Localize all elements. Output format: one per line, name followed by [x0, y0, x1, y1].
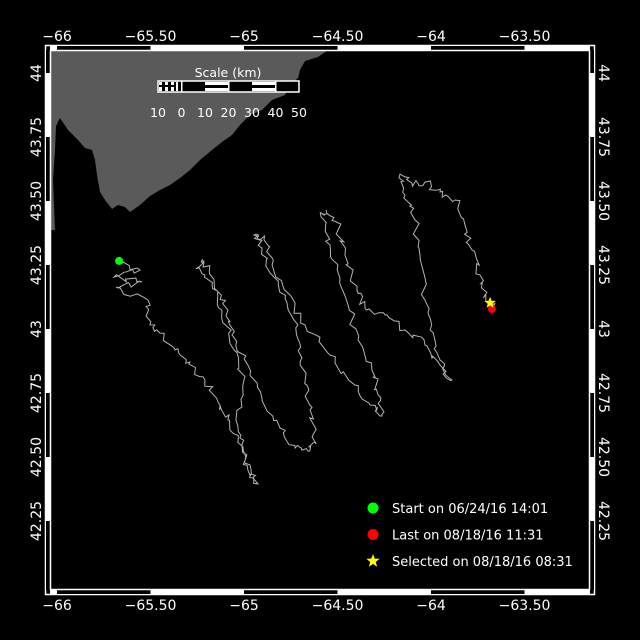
- lat-band-right: [590, 329, 594, 393]
- lon-band-top: [524, 46, 590, 50]
- axis-tick-labels: −66 −66 −65.50 −65.50 −65 −65 −64.50 −64.50 −64 −…: [29, 29, 611, 614]
- scale-label: 40: [268, 105, 284, 120]
- last-marker: [487, 305, 496, 314]
- lon-band-top: [57, 46, 151, 50]
- lon-label-top: −65: [229, 29, 259, 45]
- lat-label-left: 43.50: [29, 181, 45, 221]
- lon-label-bottom: −66: [42, 598, 72, 614]
- lon-label-top: −63.50: [499, 29, 551, 45]
- lat-label-left: 43.75: [29, 117, 45, 157]
- lat-band-right: [590, 201, 594, 265]
- lat-label-right: 42.75: [595, 373, 611, 413]
- lat-band-left: [46, 265, 50, 329]
- lon-band-bottom: [337, 590, 431, 594]
- scale-label: 50: [291, 105, 307, 120]
- lon-band-top: [150, 46, 244, 50]
- lon-label-bottom: −65.50: [125, 598, 177, 614]
- lat-band-right: [590, 73, 594, 137]
- lon-label-top: −65.50: [125, 29, 177, 45]
- scale-label: 20: [221, 105, 237, 120]
- lon-band-bottom: [431, 590, 525, 594]
- selected-star-marker: [484, 296, 496, 308]
- lat-label-right: 42.25: [595, 501, 611, 541]
- track-markers: [115, 256, 496, 314]
- scale-label: 10: [150, 105, 166, 120]
- scale-title: Scale (km): [195, 65, 262, 80]
- lon-band-bottom: [150, 590, 244, 594]
- track-line: [112, 173, 496, 485]
- lat-band-right: [590, 137, 594, 201]
- lat-band-left: [46, 329, 50, 393]
- scale-label: 0: [178, 105, 186, 120]
- lat-band-right: [590, 521, 594, 590]
- lat-label-left: 42.25: [29, 501, 45, 541]
- lat-band-right: [590, 265, 594, 329]
- lon-label-top: −66: [42, 29, 72, 45]
- scale-label: 30: [244, 105, 260, 120]
- scale-bar-pattern: [159, 81, 277, 92]
- lat-label-right: 44: [595, 64, 611, 82]
- lat-label-right: 42.50: [595, 437, 611, 477]
- lon-band-bottom: [57, 590, 151, 594]
- lat-band-right: [590, 457, 594, 521]
- lat-band-left: [46, 521, 50, 590]
- lat-label-left: 43: [29, 320, 45, 338]
- legend-label: Start on 06/24/16 14:01: [392, 502, 548, 517]
- lon-label-top: −64: [416, 29, 446, 45]
- legend-circle-icon: [367, 502, 379, 514]
- lat-label-right: 43.50: [595, 181, 611, 221]
- lon-label-bottom: −63.50: [499, 598, 551, 614]
- legend-label: Selected on 08/18/16 08:31: [392, 555, 573, 570]
- graticule-bands: [46, 46, 594, 594]
- lat-band-left: [46, 201, 50, 265]
- lat-label-right: 43: [595, 320, 611, 338]
- legend: Start on 06/24/16 14:01 Last on 08/18/16 …: [366, 502, 573, 570]
- lon-band-top: [431, 46, 525, 50]
- lat-band-right: [590, 50, 594, 73]
- lon-band-bottom: [244, 590, 338, 594]
- lat-label-left: 43.25: [29, 245, 45, 285]
- legend-circle-icon: [367, 529, 379, 540]
- frame-inner: [49, 49, 591, 591]
- glider-track: [112, 173, 496, 485]
- lat-label-left: 42.75: [29, 373, 45, 413]
- scale-bar: Scale (km) 10 0 10 20 30 40 50: [150, 65, 307, 120]
- lat-label-left: 44: [29, 64, 45, 82]
- lat-band-left: [46, 457, 50, 521]
- lon-label-bottom: −64: [416, 598, 446, 614]
- legend-label: Last on 08/18/16 11:31: [392, 529, 544, 544]
- lat-label-right: 43.75: [595, 117, 611, 157]
- lon-band-top: [50, 46, 57, 50]
- lat-label-right: 43.25: [595, 245, 611, 285]
- lon-label-top: −64.50: [312, 29, 364, 45]
- map-frame: [44, 44, 596, 596]
- lon-band-bottom: [50, 590, 57, 594]
- lat-band-right: [590, 393, 594, 457]
- lon-label-bottom: −65: [229, 598, 259, 614]
- frame-outer: [44, 44, 596, 596]
- lat-band-left: [46, 137, 50, 201]
- lon-band-top: [244, 46, 338, 50]
- start-marker: [115, 256, 124, 265]
- land-nova-scotia: [50, 50, 328, 230]
- scale-labels: 10 0 10 20 30 40 50: [150, 105, 307, 120]
- scale-label: 10: [197, 105, 213, 120]
- lat-band-left: [46, 50, 50, 73]
- lon-band-bottom: [524, 590, 590, 594]
- lat-band-left: [46, 393, 50, 457]
- lon-label-bottom: −64.50: [312, 598, 364, 614]
- lat-band-left: [46, 73, 50, 137]
- lon-band-top: [337, 46, 431, 50]
- lat-label-left: 42.50: [29, 437, 45, 477]
- legend-star-icon: [366, 554, 380, 567]
